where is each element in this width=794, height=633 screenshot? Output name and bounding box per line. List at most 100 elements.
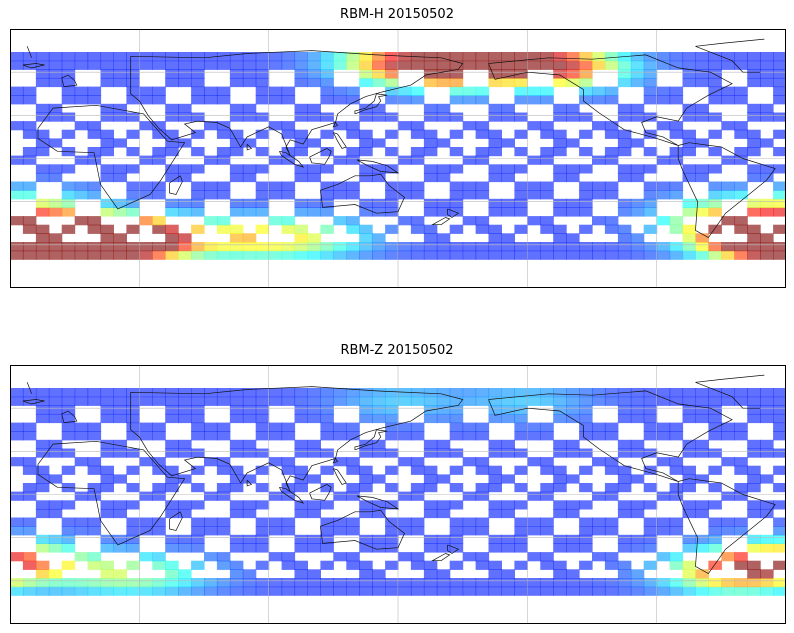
swath-cell	[579, 483, 593, 493]
swath-cell	[514, 190, 528, 200]
swath-cell	[488, 569, 502, 579]
swath-cell	[216, 250, 231, 260]
swath-cell	[22, 129, 37, 139]
swath-cell	[346, 578, 360, 588]
swath-cell	[178, 207, 192, 217]
swath-cell	[630, 578, 645, 588]
swath-cell	[61, 77, 76, 88]
swath-cell	[643, 198, 658, 208]
swath-cell	[229, 224, 244, 234]
coastline-iceland	[22, 63, 45, 69]
swath-cell	[333, 552, 347, 562]
swath-cell	[126, 77, 140, 88]
swath-cell	[410, 396, 425, 406]
swath-cell	[592, 242, 606, 252]
swath-cell	[488, 198, 502, 208]
swath-cell	[604, 517, 619, 527]
swath-cell	[87, 147, 102, 157]
swath-cell	[294, 578, 308, 588]
swath-cell	[216, 422, 231, 432]
swath-cell	[216, 586, 231, 596]
swath-cell	[398, 190, 412, 200]
swath-cell	[385, 534, 399, 544]
swath-cell	[410, 155, 425, 165]
swath-cell	[346, 129, 360, 139]
swath-cell	[604, 224, 619, 234]
swath-cell	[372, 103, 386, 113]
swath-cell	[100, 129, 114, 139]
swath-cell	[372, 396, 386, 406]
swath-cell	[152, 86, 166, 96]
swath-cell	[566, 164, 580, 174]
swath-cell	[385, 147, 399, 157]
swath-cell	[346, 155, 360, 165]
swath-cell	[747, 77, 761, 88]
swath-cell	[281, 457, 296, 467]
swath-cell	[346, 396, 360, 406]
swath-cell	[216, 578, 231, 588]
swath-cell	[10, 422, 24, 432]
swath-cell	[216, 86, 231, 96]
swath-cell	[423, 413, 438, 424]
swath-cell	[656, 388, 671, 398]
swath-cell	[152, 216, 166, 226]
swath-cell	[320, 242, 334, 252]
swath-cell	[87, 121, 102, 131]
swath-cell	[398, 396, 412, 406]
swath-cell	[100, 224, 114, 234]
swath-cell	[475, 242, 490, 252]
swath-cell	[307, 112, 321, 122]
swath-cell	[281, 129, 296, 139]
swath-cell	[204, 60, 218, 70]
swath-cell	[61, 190, 76, 200]
swath-cell	[385, 586, 399, 596]
swath-cell	[385, 198, 399, 208]
swath-cell	[320, 69, 334, 79]
swath-cell	[488, 172, 502, 183]
swath-cell	[773, 86, 786, 96]
swath-cell	[527, 216, 541, 226]
swath-cell	[592, 190, 606, 200]
swath-cell	[372, 60, 386, 70]
swath-cell	[398, 52, 412, 62]
swath-cell	[656, 517, 671, 527]
swath-cell	[372, 172, 386, 183]
swath-cell	[682, 172, 696, 183]
swath-cell	[48, 439, 63, 449]
swath-cell	[760, 500, 774, 510]
swath-cell	[346, 250, 360, 260]
swath-cell	[579, 388, 593, 398]
swath-cell	[553, 508, 567, 519]
swath-cell	[630, 52, 645, 62]
swath-cell	[294, 52, 308, 62]
swath-cell	[242, 508, 257, 519]
swath-cell	[48, 578, 63, 588]
swath-cell	[385, 526, 399, 536]
swath-cell	[35, 172, 50, 183]
swath-cell	[617, 60, 632, 70]
swath-cell	[35, 138, 50, 148]
swath-cell	[695, 586, 709, 596]
swath-cell	[372, 207, 386, 217]
swath-cell	[462, 526, 477, 536]
swath-cell	[307, 396, 321, 406]
swath-cell	[604, 121, 619, 131]
swath-cell	[35, 500, 50, 510]
swath-cell	[48, 500, 63, 510]
swath-cell	[204, 216, 218, 226]
swath-cell	[294, 164, 308, 174]
swath-cell	[268, 52, 283, 62]
swath-cell	[359, 534, 373, 544]
swath-cell	[255, 465, 270, 475]
swath-cell	[514, 396, 528, 406]
swath-cell	[604, 95, 619, 105]
swath-cell	[760, 405, 774, 415]
swath-cell	[630, 439, 645, 449]
swath-cell	[385, 578, 399, 588]
swath-cell	[100, 242, 114, 252]
swath-cell	[191, 413, 205, 424]
swath-cell	[488, 147, 502, 157]
swath-cell	[216, 396, 231, 406]
swath-cell	[721, 86, 735, 96]
swath-cell	[242, 198, 257, 208]
